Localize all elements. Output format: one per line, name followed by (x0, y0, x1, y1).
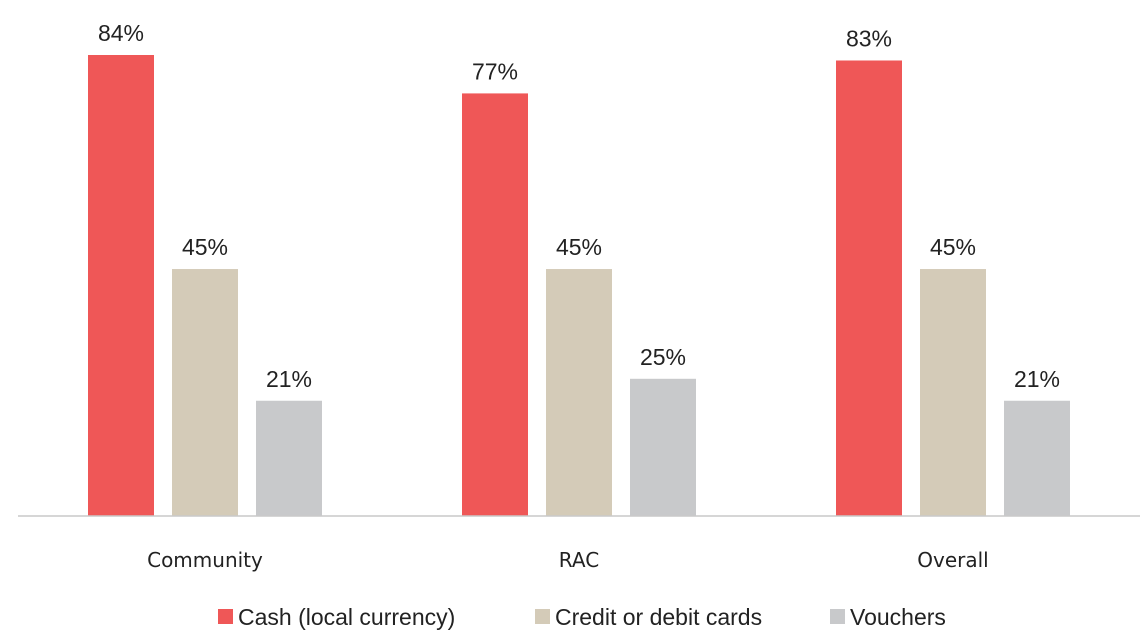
value-label: 45% (182, 234, 228, 260)
bar (836, 60, 902, 516)
legend-label: Credit or debit cards (555, 604, 762, 630)
value-label: 21% (1014, 366, 1060, 392)
bar (462, 93, 528, 517)
bar (546, 269, 612, 516)
value-label: 84% (98, 20, 144, 46)
bar (172, 269, 238, 516)
legend-label: Cash (local currency) (238, 604, 455, 630)
value-label: 21% (266, 366, 312, 392)
legend-swatch (535, 609, 550, 624)
value-label: 25% (640, 344, 686, 370)
x-tick-label: Overall (917, 548, 988, 572)
bar (920, 269, 986, 516)
value-label: 77% (472, 58, 518, 84)
x-tick-label: Community (147, 548, 263, 572)
bar (1004, 400, 1070, 516)
legend-swatch (218, 609, 233, 624)
bar (256, 400, 322, 516)
legend-swatch (830, 609, 845, 624)
bar (630, 378, 696, 516)
legend-label: Vouchers (850, 604, 946, 630)
value-label: 45% (556, 234, 602, 260)
x-tick-label: RAC (559, 548, 599, 572)
bar (88, 55, 154, 516)
value-label: 45% (930, 234, 976, 260)
value-label: 83% (846, 25, 892, 51)
